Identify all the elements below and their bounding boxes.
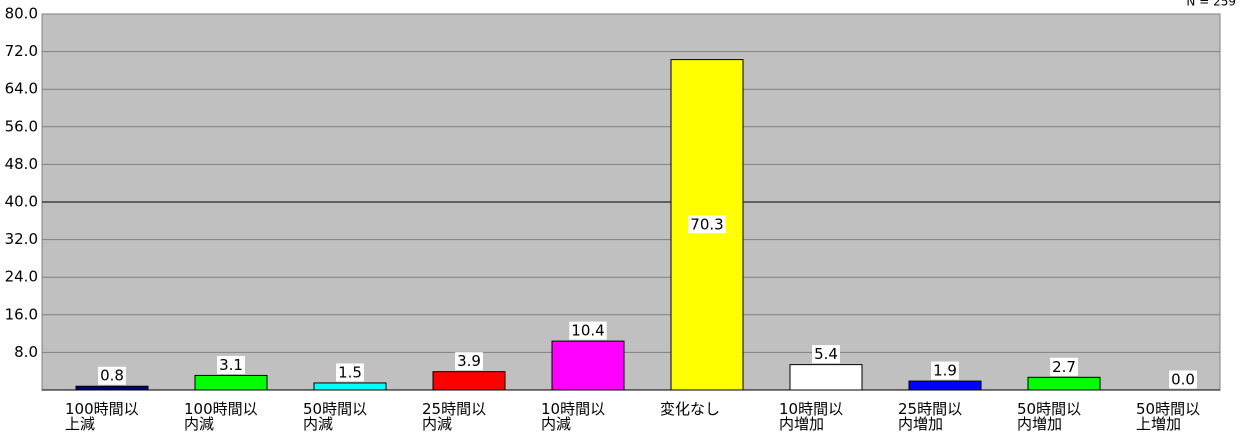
value-label: 2.7 (1052, 358, 1076, 376)
bar (75, 385, 149, 391)
value-label-bg (688, 215, 726, 234)
y-tick-label: 24.0 (5, 268, 38, 286)
value-label-bg (336, 363, 364, 382)
x-tick-label: 変化なし (660, 400, 721, 418)
x-tick-label: 10時間以内増加 (779, 400, 844, 433)
bar (908, 380, 982, 391)
value-label: 1.5 (338, 363, 362, 381)
value-label-bg (569, 321, 607, 340)
x-tick-label: 25時間以内増加 (898, 400, 963, 433)
value-label: 70.3 (690, 215, 723, 233)
bar (1027, 376, 1101, 391)
y-tick-label: 64.0 (5, 80, 38, 98)
x-tick-label: 10時間以内減 (541, 400, 606, 433)
value-label-bg (455, 352, 483, 371)
value-label: 3.9 (457, 352, 481, 370)
value-label: 5.4 (814, 345, 838, 363)
y-tick-label: 72.0 (5, 42, 38, 60)
n-note: N = 259 (1186, 0, 1236, 9)
bar (194, 374, 268, 391)
y-tick-label: 56.0 (5, 117, 38, 135)
value-label: 0.0 (1171, 371, 1195, 389)
value-label: 0.8 (100, 367, 124, 385)
value-label-bg (1050, 357, 1078, 376)
y-tick-label: 16.0 (5, 305, 38, 323)
y-tick-label: 40.0 (5, 193, 38, 211)
x-tick-label: 50時間以内増加 (1017, 400, 1082, 433)
y-tick-label: 8.0 (14, 343, 38, 361)
value-label: 3.1 (219, 356, 243, 374)
value-label-bg (1169, 370, 1197, 389)
value-label-bg (812, 345, 840, 364)
x-tick-label: 50時間以上増加 (1136, 400, 1201, 433)
value-label-bg (931, 361, 959, 380)
bar (789, 364, 863, 391)
y-tick-label: 80.0 (5, 5, 38, 23)
value-label-bg (98, 366, 126, 385)
value-label-bg (217, 355, 245, 374)
x-tick-label: 100時間以上減 (65, 400, 139, 433)
value-label: 1.9 (933, 362, 957, 380)
x-tick-label: 25時間以内減 (422, 400, 487, 433)
x-tick-label: 50時間以内減 (303, 400, 368, 433)
bar (313, 382, 387, 391)
x-tick-label: 100時間以内減 (184, 400, 258, 433)
value-label: 10.4 (571, 322, 604, 340)
y-tick-label: 48.0 (5, 155, 38, 173)
y-tick-label: 32.0 (5, 230, 38, 248)
bar (432, 371, 506, 391)
bar (551, 340, 625, 391)
